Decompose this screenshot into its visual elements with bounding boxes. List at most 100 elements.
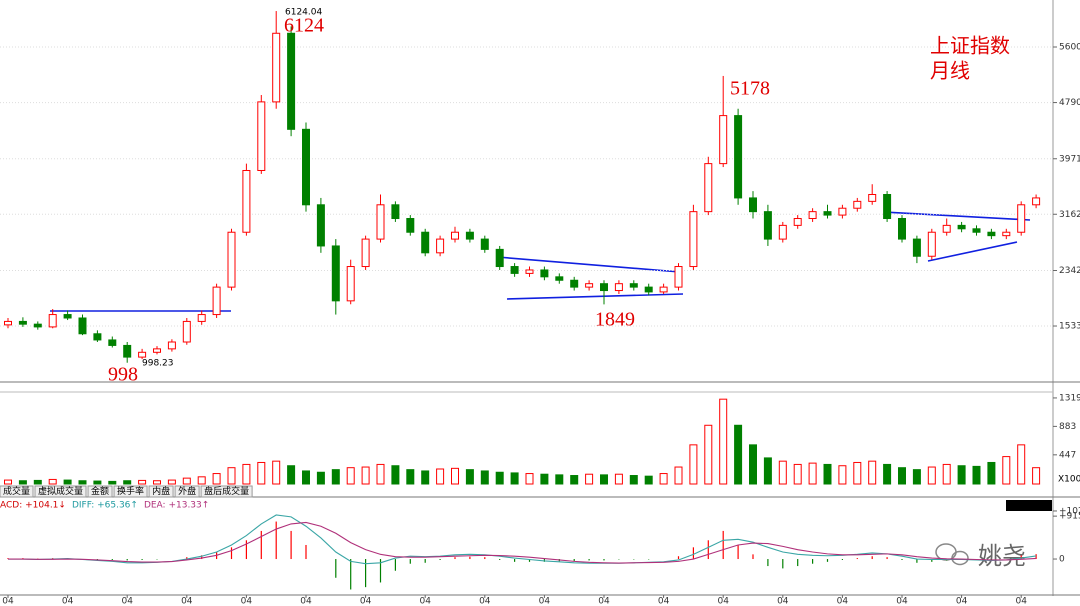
x-tick-label: 04: [539, 597, 551, 606]
trend-line: [496, 256, 681, 273]
volume-bar: [629, 475, 638, 485]
trend-line: [927, 241, 1018, 262]
watermark-icon: [951, 550, 969, 566]
y-tick-label: 1319: [1059, 393, 1080, 403]
volume-bar: [93, 480, 102, 485]
volume-bar: [778, 460, 787, 485]
tab-box: [34, 485, 87, 498]
candle-body: [1032, 197, 1041, 206]
volume-bar: [227, 467, 236, 485]
indicator-line: [8, 514, 1037, 565]
volume-bar: [838, 465, 847, 485]
tab[interactable]: 虚拟成交量: [34, 485, 87, 498]
volume-bar: [18, 480, 27, 485]
volume-bar: [123, 480, 132, 485]
y-tick-label: 4790: [1059, 98, 1080, 108]
y-tick-label: 3162: [1059, 210, 1080, 220]
candle-body: [18, 320, 27, 325]
tab[interactable]: 成交量: [0, 485, 34, 498]
candle-body: [346, 266, 355, 302]
annotation: 上证指数: [930, 35, 1010, 58]
candle-body: [406, 218, 415, 233]
tab[interactable]: 盘后成交量: [200, 485, 253, 498]
candle-body: [391, 204, 400, 220]
candle-body: [287, 32, 296, 130]
candle-body: [614, 283, 623, 292]
candle-body: [629, 283, 638, 288]
candle-body: [912, 238, 921, 257]
candle-body: [331, 245, 340, 302]
volume-bar: [391, 465, 400, 485]
candle-body: [689, 211, 698, 268]
x-tick-label: 04: [300, 597, 312, 606]
candle-body: [972, 228, 981, 233]
y-tick-label: +915.7: [1059, 512, 1080, 522]
x-tick-label: 04: [896, 597, 908, 606]
candle-body: [302, 128, 310, 206]
indicator-button[interactable]: [1006, 500, 1052, 511]
indicator-header: ACD: +104.1↓: [0, 501, 66, 511]
volume-bar: [316, 471, 325, 485]
candle-body: [704, 163, 713, 213]
x-tick-label: 04: [62, 597, 74, 606]
candle-body: [4, 320, 12, 326]
volume-bar: [585, 473, 594, 485]
candle-body: [257, 101, 266, 171]
volume-bar: [644, 475, 653, 485]
annotation: 6124.04: [285, 8, 322, 18]
volume-bar: [659, 473, 668, 485]
volume-bar: [153, 480, 161, 485]
volume-bar: [1017, 444, 1026, 485]
volume-bar: [361, 466, 370, 485]
volume-bar: [302, 470, 310, 485]
tab-box: [148, 485, 174, 498]
x-tick-label: 04: [717, 597, 729, 606]
annotation: 月线: [930, 60, 970, 83]
volume-bar: [898, 467, 906, 485]
tab-label: 内盘: [152, 485, 170, 497]
candle-body: [316, 204, 325, 247]
trend-line: [506, 293, 684, 300]
volume-bar: [421, 470, 430, 485]
y-tick-label: 5600: [1059, 42, 1080, 52]
volume-bar: [763, 457, 772, 485]
candle-body: [361, 238, 370, 268]
candle-body: [734, 115, 743, 199]
candle-body: [585, 283, 594, 288]
tab-label: 金额: [91, 485, 109, 497]
candle-body: [749, 197, 757, 213]
volume-bar: [257, 461, 266, 485]
volume-bar: [987, 461, 996, 485]
volume-bar: [793, 463, 802, 485]
x-tick-label: 04: [2, 597, 14, 606]
volume-bar: [510, 472, 519, 485]
tab[interactable]: 内盘: [148, 485, 174, 498]
x-tick-label: 04: [241, 597, 253, 606]
candle-body: [272, 32, 281, 103]
candle-body: [674, 266, 683, 288]
volume-bar: [689, 444, 698, 485]
volume-bar: [451, 467, 459, 485]
candle-body: [93, 333, 102, 341]
volume-bar: [674, 466, 683, 485]
tab[interactable]: 换手率: [113, 485, 148, 498]
volume-bar: [942, 463, 951, 485]
candle-body: [793, 218, 802, 226]
x-tick-label: 04: [181, 597, 193, 606]
volume-bar: [4, 479, 12, 485]
indicator-line: [8, 521, 1037, 564]
y-tick-label: 447: [1059, 450, 1076, 460]
tab[interactable]: 金额: [87, 485, 113, 498]
y-tick-label: 883: [1059, 422, 1076, 432]
x-tick-label: 04: [121, 597, 133, 606]
candle-body: [957, 224, 966, 230]
volume-bar: [495, 471, 504, 485]
annotation: 998.23: [142, 359, 174, 369]
tab-label: 外盘: [178, 485, 196, 497]
tab-label: 盘后成交量: [204, 485, 249, 497]
candle-body: [927, 231, 936, 257]
tab-box: [87, 485, 113, 498]
candle-body: [763, 211, 772, 240]
tab[interactable]: 外盘: [174, 485, 200, 498]
